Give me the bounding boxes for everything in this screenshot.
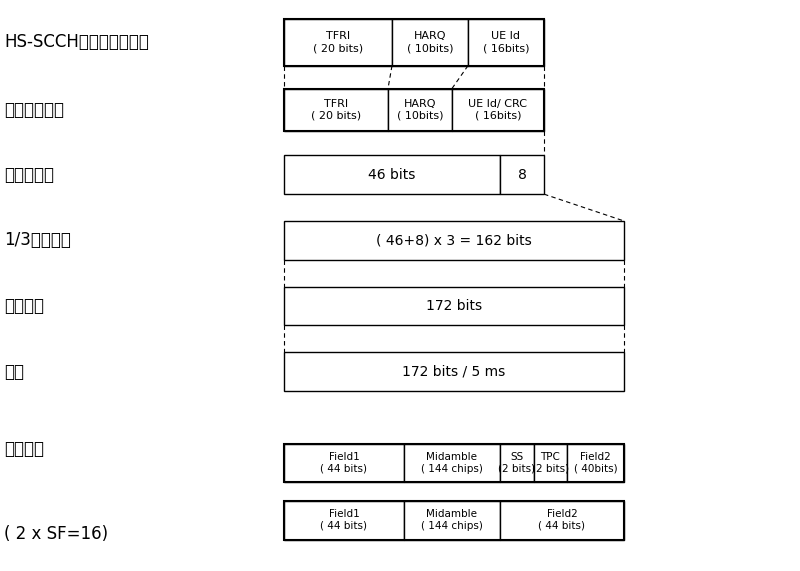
Bar [468, 19, 544, 66]
Text: TFRI
( 20 bits): TFRI ( 20 bits) [313, 31, 363, 53]
Bar [284, 89, 544, 131]
Bar [392, 19, 468, 66]
Text: Field2
( 44 bits): Field2 ( 44 bits) [538, 509, 586, 531]
Bar [567, 444, 624, 482]
Text: TFRI
( 20 bits): TFRI ( 20 bits) [311, 99, 361, 120]
Bar [284, 444, 404, 482]
Bar [404, 501, 500, 540]
Bar [534, 444, 567, 482]
Text: 时隙格式: 时隙格式 [4, 440, 44, 458]
Text: 8: 8 [518, 168, 526, 182]
Bar [284, 444, 624, 482]
Text: 46 bits: 46 bits [368, 168, 416, 182]
Text: Field1
( 44 bits): Field1 ( 44 bits) [321, 452, 367, 474]
Text: 插入尾比特: 插入尾比特 [4, 166, 54, 184]
Bar [284, 89, 388, 131]
Text: Field2
( 40bits): Field2 ( 40bits) [574, 452, 618, 474]
Text: SS
(2 bits): SS (2 bits) [498, 452, 535, 474]
Text: 码速匹配: 码速匹配 [4, 297, 44, 315]
Text: ( 2 x SF=16): ( 2 x SF=16) [4, 525, 108, 544]
Bar [452, 89, 544, 131]
Text: 172 bits / 5 ms: 172 bits / 5 ms [402, 365, 506, 379]
Text: 172 bits: 172 bits [426, 299, 482, 313]
Bar [500, 155, 544, 194]
Text: Midamble
( 144 chips): Midamble ( 144 chips) [421, 509, 483, 531]
Bar [500, 444, 534, 482]
Bar [284, 19, 392, 66]
Bar [284, 221, 624, 260]
Bar [500, 501, 624, 540]
Bar [388, 89, 452, 131]
Text: HS-SCCH信道的控制信息: HS-SCCH信道的控制信息 [4, 33, 149, 51]
Text: 预编码和复用: 预编码和复用 [4, 101, 64, 119]
Text: HARQ
( 10bits): HARQ ( 10bits) [397, 99, 443, 120]
Text: 交织: 交织 [4, 363, 24, 381]
Text: UE Id/ CRC
( 16bits): UE Id/ CRC ( 16bits) [469, 99, 527, 120]
Bar [284, 501, 624, 540]
Bar [284, 287, 624, 325]
Text: HARQ
( 10bits): HARQ ( 10bits) [406, 31, 454, 53]
Text: Field1
( 44 bits): Field1 ( 44 bits) [321, 509, 367, 531]
Text: Midamble
( 144 chips): Midamble ( 144 chips) [421, 452, 483, 474]
Text: 1/3卷积编码: 1/3卷积编码 [4, 231, 71, 250]
Bar [284, 155, 500, 194]
Text: UE Id
( 16bits): UE Id ( 16bits) [482, 31, 530, 53]
Text: ( 46+8) x 3 = 162 bits: ( 46+8) x 3 = 162 bits [376, 234, 532, 247]
Text: TPC
(2 bits): TPC (2 bits) [532, 452, 569, 474]
Bar [284, 352, 624, 391]
Bar [404, 444, 500, 482]
Bar [284, 19, 544, 66]
Bar [284, 501, 404, 540]
